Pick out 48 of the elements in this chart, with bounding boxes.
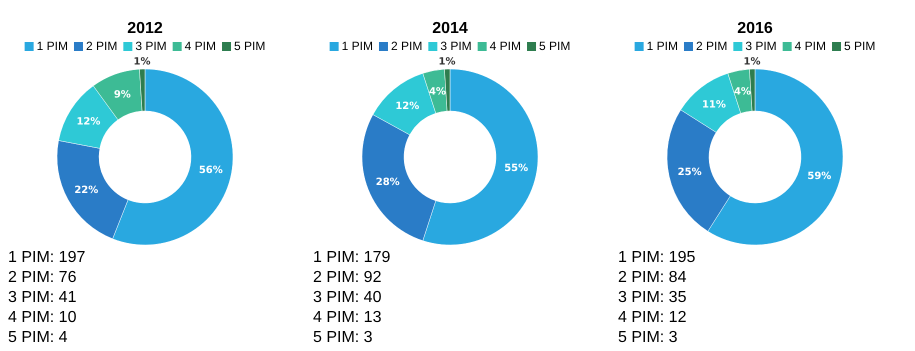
legend-label: 3 PIM: [440, 39, 472, 53]
text: 2 PIM: 84: [618, 269, 687, 286]
text: 5 PIM: 3: [313, 329, 373, 346]
legend-label: 5 PIM: [234, 39, 266, 53]
data-label: 55%: [504, 162, 528, 174]
chart-title: 2016: [737, 20, 773, 37]
text: 2 PIM: 92: [313, 269, 382, 286]
legend-label: 2 PIM: [390, 39, 422, 53]
legend-label: 5 PIM: [539, 39, 570, 53]
text: 5 PIM: 3: [618, 329, 678, 346]
legend-label: 3 PIM: [745, 39, 777, 53]
legend-label: 1 PIM: [342, 39, 373, 53]
legend-label: 2 PIM: [696, 39, 728, 53]
data-label: 12%: [395, 100, 420, 112]
data-label: 9%: [114, 89, 131, 100]
data-label: 28%: [376, 177, 400, 188]
text: 5 PIM: 4: [8, 329, 68, 346]
text: 2 PIM: 76: [8, 269, 77, 286]
text: 3 PIM: 41: [8, 289, 77, 306]
legend-label: 1 PIM: [36, 39, 68, 53]
legend-label: 3 PIM: [135, 39, 167, 53]
data-label: 4%: [734, 86, 751, 98]
text: 3 PIM: 40: [313, 289, 382, 306]
data-label: 59%: [807, 171, 832, 182]
text: 4 PIM: 13: [313, 309, 382, 326]
legend-label: 5 PIM: [844, 39, 876, 53]
data-label: 56%: [198, 165, 223, 176]
text: 4 PIM: 10: [8, 309, 77, 326]
text: 1 PIM: 179: [313, 249, 390, 266]
data-label: 22%: [74, 184, 98, 196]
legend-label: 1 PIM: [646, 39, 678, 53]
text: 1 PIM: 195: [618, 249, 696, 266]
legend-label: 4 PIM: [490, 39, 522, 53]
legend-label: 4 PIM: [184, 39, 216, 53]
legend-label: 2 PIM: [86, 39, 118, 53]
legend-label: 4 PIM: [794, 39, 826, 53]
data-label: 1%: [438, 56, 456, 68]
data-label: 4%: [428, 86, 446, 98]
text: 3 PIM: 35: [618, 289, 687, 306]
data-label: 25%: [678, 167, 702, 178]
data-label: 1%: [133, 56, 150, 68]
data-label: 1%: [743, 56, 760, 68]
chart-title: 2012: [127, 20, 163, 37]
chart-title: 2014: [432, 20, 468, 37]
data-label: 12%: [76, 116, 100, 128]
text: 4 PIM: 12: [618, 309, 687, 326]
data-label: 11%: [702, 100, 726, 111]
text: 1 PIM: 197: [8, 249, 86, 266]
